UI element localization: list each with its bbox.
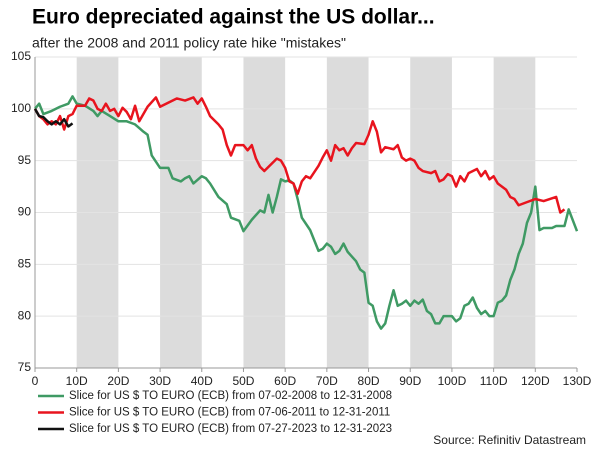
chart-subtitle: after the 2008 and 2011 policy rate hike… — [32, 35, 346, 51]
y-tick-label: 80 — [18, 308, 32, 322]
x-tick-label: 120D — [521, 374, 550, 388]
y-tick-label: 85 — [18, 257, 32, 271]
x-tick-label: 110D — [480, 374, 508, 388]
y-tick-label: 95 — [18, 153, 32, 167]
legend-label: Slice for US $ TO EURO (ECB) from 07-27-… — [69, 423, 392, 435]
series-line — [33, 108, 74, 128]
x-tick-label: 50D — [232, 374, 254, 388]
x-tick-label: 130D — [563, 374, 592, 388]
series-line — [34, 95, 579, 330]
x-tick-label: 100D — [438, 374, 467, 388]
x-tick-label: 70D — [316, 374, 338, 388]
y-tick-label: 100 — [11, 101, 31, 115]
x-tick-label: 40D — [191, 374, 213, 388]
x-tick-label: 80D — [358, 374, 380, 388]
x-tick-label: 10D — [66, 374, 88, 388]
legend-label: Slice for US $ TO EURO (ECB) from 07-02-… — [69, 390, 392, 402]
y-tick-label: 90 — [18, 205, 32, 219]
x-tick-label: 60D — [274, 374, 296, 388]
x-tick-label: 20D — [107, 374, 129, 388]
x-tick-label: 30D — [149, 374, 171, 388]
series-line — [33, 96, 566, 214]
legend-label: Slice for US $ TO EURO (ECB) from 07-06-… — [69, 407, 390, 419]
source: Source: Refinitiv Datastream — [433, 433, 586, 447]
y-tick-label: 75 — [18, 360, 32, 374]
y-tick-label: 105 — [11, 49, 31, 63]
x-tick-label: 90D — [399, 374, 421, 388]
chart-title: Euro depreciated against the US dollar..… — [32, 6, 435, 29]
x-tick-label: 0 — [32, 374, 39, 388]
